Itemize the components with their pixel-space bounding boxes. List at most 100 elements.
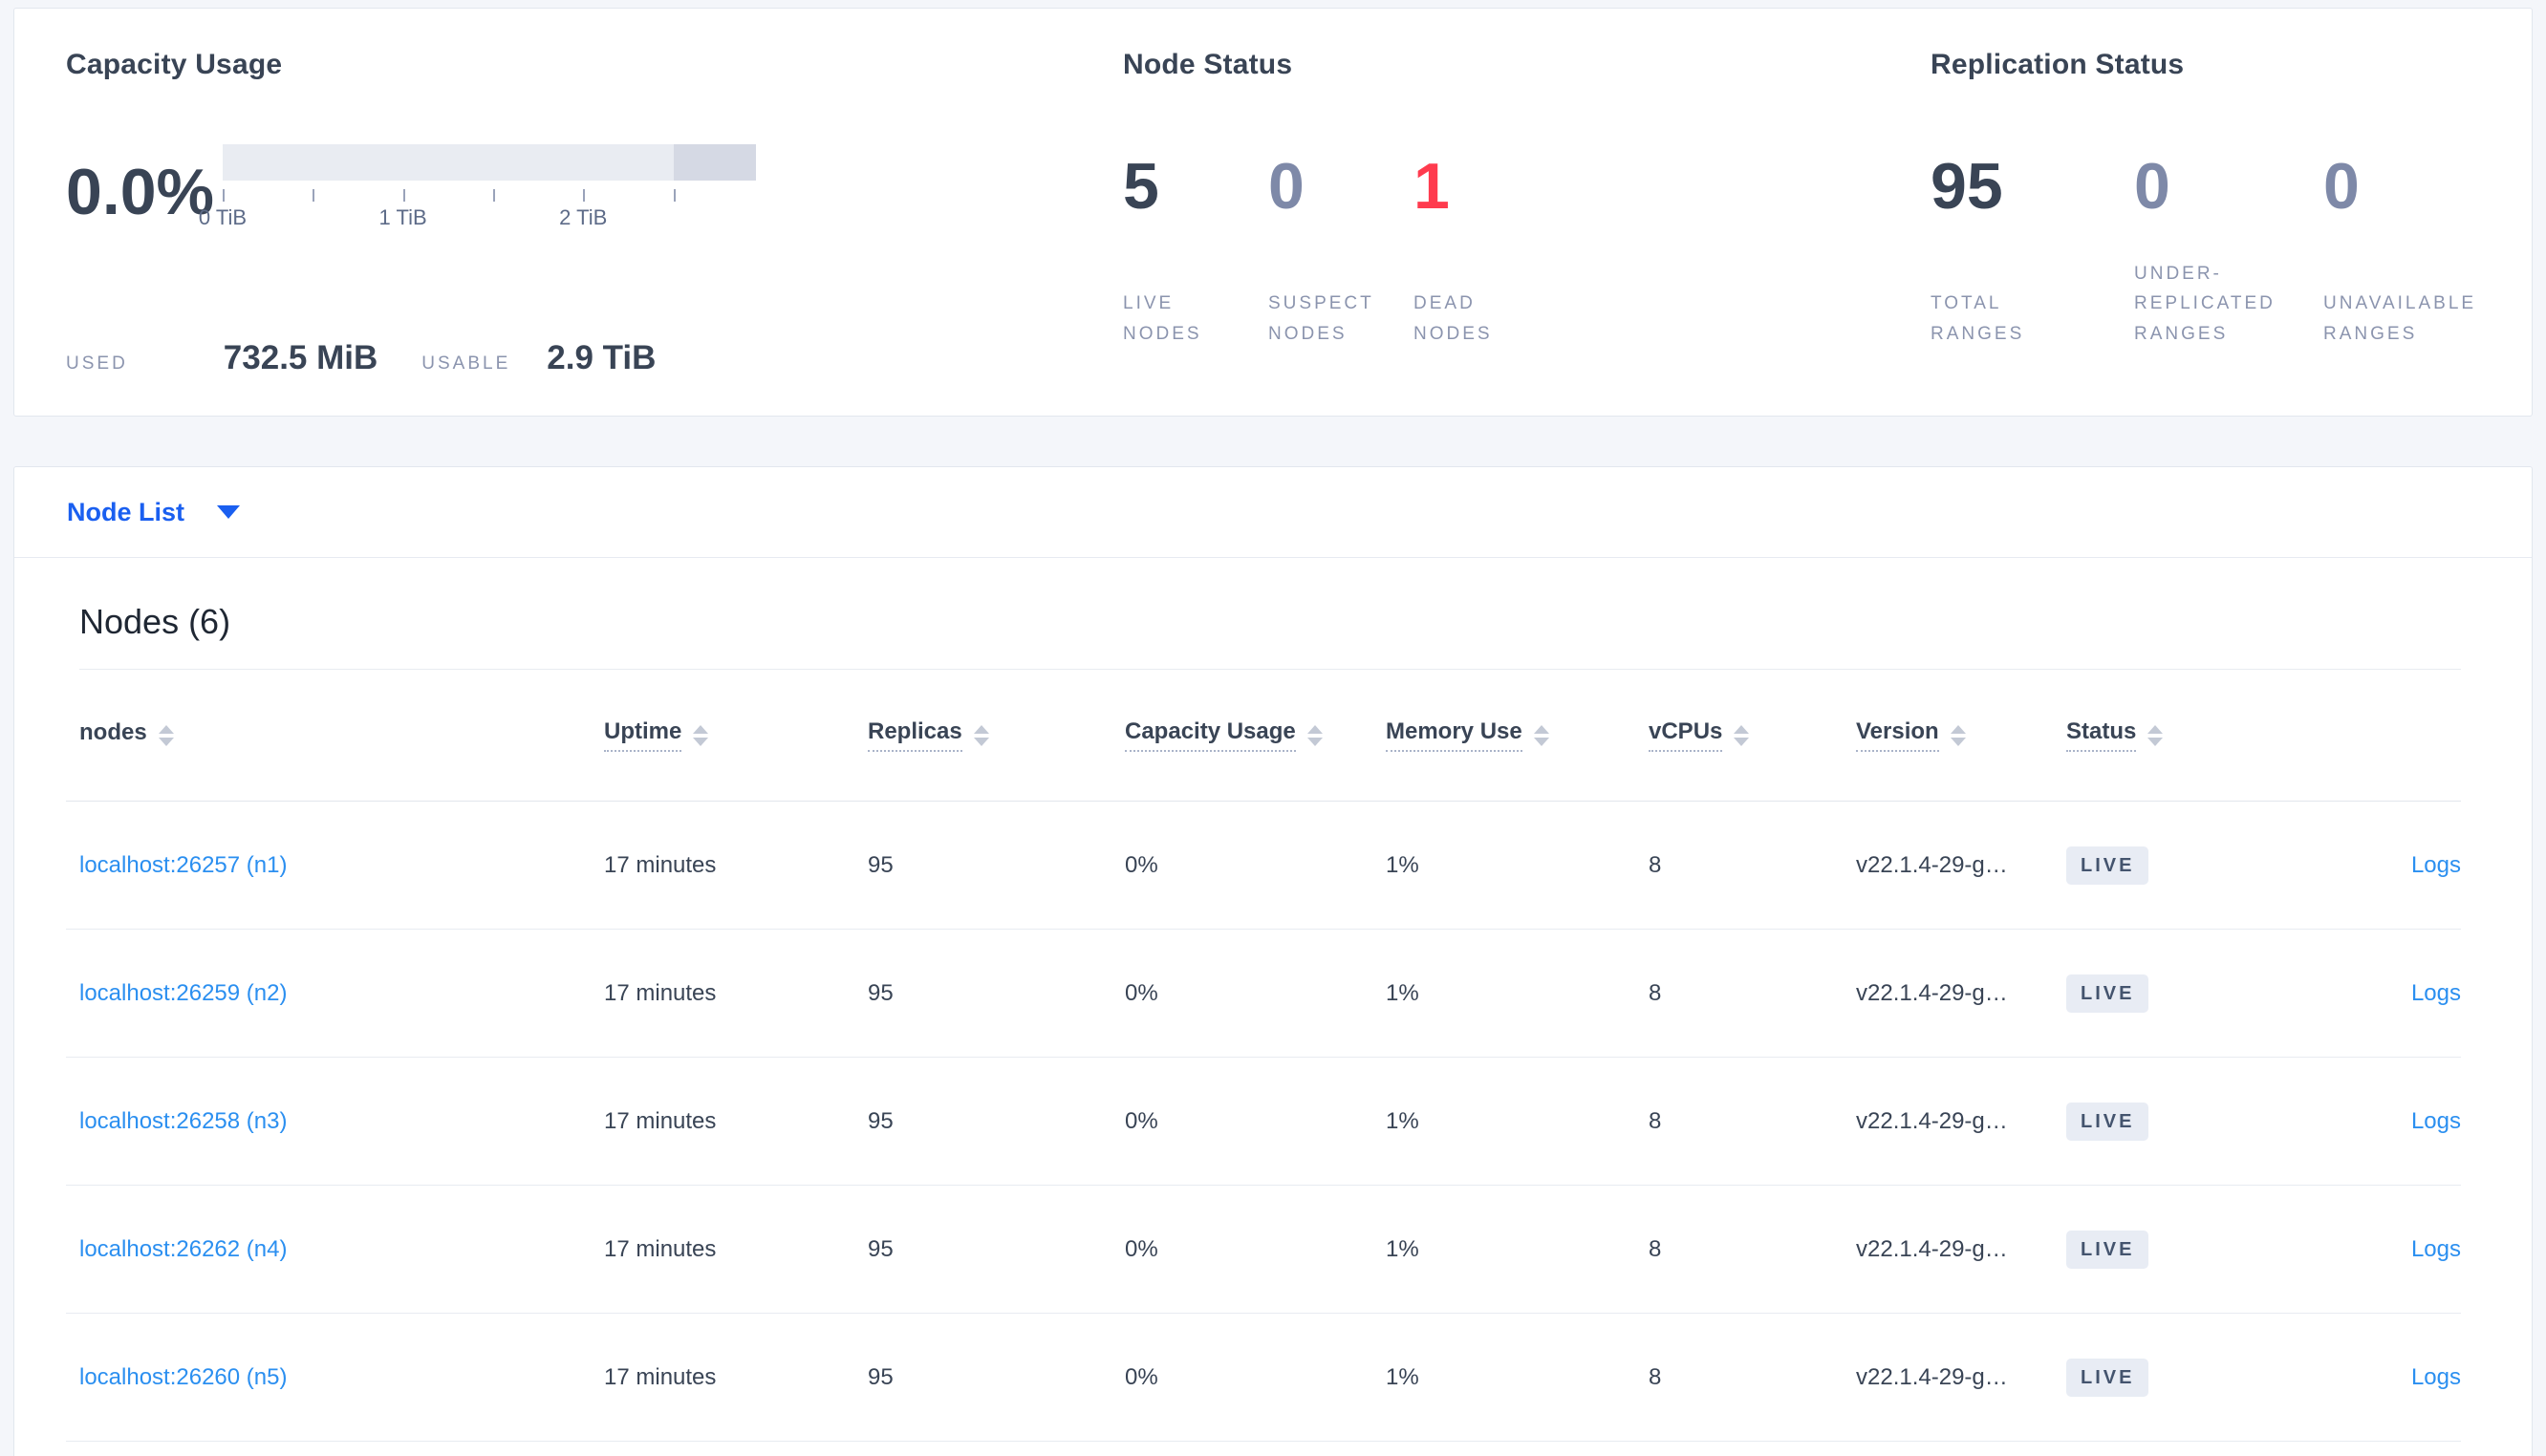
vcpus-cell: 8 <box>1649 1107 1662 1134</box>
sort-icon <box>1734 724 1750 746</box>
gauge-label-1tib: 1 TiB <box>378 205 427 229</box>
uptime-cell: 17 minutes <box>604 979 717 1006</box>
sort-icon <box>2147 724 2164 746</box>
logs-link[interactable]: Logs <box>2410 851 2461 878</box>
replication-status-stats: 95 TOTAL RANGES 0 UNDER- REPLICATED RANG… <box>1931 127 2532 374</box>
column-header-replicas[interactable]: Replicas <box>868 718 1125 752</box>
sort-icon <box>158 724 174 746</box>
column-header-label: Capacity Usage <box>1125 718 1296 752</box>
column-header-label: Uptime <box>604 718 682 752</box>
nodes-table-body: localhost:26257 (n1) 17 minutes 95 0% 1%… <box>66 802 2461 1442</box>
node-address-link[interactable]: localhost:26257 (n1) <box>79 851 288 878</box>
version-cell: v22.1.4-29-g… <box>1856 1363 2008 1390</box>
node-address-cell: localhost:26257 (n1) <box>79 852 604 879</box>
dead-nodes-label: DEAD NODES <box>1413 293 1493 344</box>
memory-use-cell: 1% <box>1386 1107 1419 1134</box>
node-list-header: Node List <box>14 467 2532 558</box>
gauge-tick <box>583 189 586 202</box>
status-cell: LIVE <box>2066 1358 2289 1397</box>
column-header-status[interactable]: Status <box>2066 718 2289 752</box>
logs-cell: Logs <box>2289 1364 2461 1391</box>
total-ranges-label: TOTAL RANGES <box>1931 293 2025 344</box>
column-header-label: Replicas <box>868 718 962 752</box>
column-header-uptime[interactable]: Uptime <box>604 718 868 752</box>
logs-link[interactable]: Logs <box>2410 1107 2461 1134</box>
logs-link[interactable]: Logs <box>2410 979 2461 1006</box>
memory-use-cell: 1% <box>1386 1363 1419 1390</box>
node-address-link[interactable]: localhost:26260 (n5) <box>79 1363 288 1390</box>
capacity-gauge: 0 TiB 1 TiB 2 TiB <box>199 144 756 234</box>
sort-icon <box>1950 724 1966 746</box>
node-status-section: Node Status 5 LIVE NODES 0 SUSPECT NODES… <box>1123 49 1931 416</box>
node-address-cell: localhost:26260 (n5) <box>79 1364 604 1391</box>
node-address-link[interactable]: localhost:26262 (n4) <box>79 1235 288 1262</box>
logs-link[interactable]: Logs <box>2410 1235 2461 1262</box>
uptime-cell: 17 minutes <box>604 1363 717 1390</box>
capacity-usage-title: Capacity Usage <box>66 49 283 80</box>
status-cell: LIVE <box>2066 1230 2289 1269</box>
sort-icon <box>693 724 709 746</box>
gauge-tick <box>223 189 225 202</box>
column-header-version[interactable]: Version <box>1856 718 2066 752</box>
capacity-usage-cell: 0% <box>1125 851 1158 878</box>
status-badge: LIVE <box>2066 1358 2149 1397</box>
logs-cell: Logs <box>2289 1236 2461 1263</box>
node-status-stats: 5 LIVE NODES 0 SUSPECT NODES 1 DEAD NODE… <box>1123 127 1931 374</box>
column-header-nodes[interactable]: nodes <box>79 719 604 751</box>
replicas-cell: 95 <box>868 851 894 878</box>
replicas-cell: 95 <box>868 1363 894 1390</box>
replicas-cell: 95 <box>868 1235 894 1262</box>
gauge-tick <box>492 189 495 202</box>
capacity-totals-row: USED 732.5 MiB USABLE 2.9 TiB <box>66 339 1123 377</box>
table-row: localhost:26258 (n3) 17 minutes 95 0% 1%… <box>66 1058 2461 1186</box>
live-nodes-value: 5 <box>1123 150 1159 223</box>
column-header-label: Memory Use <box>1386 718 1522 752</box>
column-header-memory-use[interactable]: Memory Use <box>1386 718 1649 752</box>
capacity-gauge-bar <box>223 144 756 181</box>
table-row: localhost:26257 (n1) 17 minutes 95 0% 1%… <box>66 802 2461 930</box>
sort-icon <box>1533 724 1549 746</box>
capacity-gauge-row: 0.0% 0 TiB 1 TiB 2 TiB <box>66 144 1123 234</box>
status-cell: LIVE <box>2066 974 2289 1013</box>
unavailable-ranges-value: 0 <box>2323 150 2360 223</box>
usable-label: USABLE <box>421 353 511 374</box>
node-status-title: Node Status <box>1123 49 1293 80</box>
uptime-cell: 17 minutes <box>604 851 717 878</box>
replicas-cell: 95 <box>868 979 894 1006</box>
table-row: localhost:26259 (n2) 17 minutes 95 0% 1%… <box>66 930 2461 1058</box>
vcpus-cell: 8 <box>1649 1235 1662 1262</box>
memory-use-cell: 1% <box>1386 979 1419 1006</box>
unavailable-ranges-label: UNAVAILABLE RANGES <box>2323 293 2477 344</box>
sort-icon <box>973 724 989 746</box>
capacity-usage-cell: 0% <box>1125 979 1158 1006</box>
vcpus-cell: 8 <box>1649 979 1662 1006</box>
node-address-link[interactable]: localhost:26258 (n3) <box>79 1107 288 1134</box>
node-address-link[interactable]: localhost:26259 (n2) <box>79 979 288 1006</box>
nodes-section: Nodes (6) nodes Uptime Replicas Capacity… <box>66 558 2461 1442</box>
memory-use-cell: 1% <box>1386 1235 1419 1262</box>
capacity-percent-value: 0.0% <box>66 156 214 228</box>
table-row: localhost:26260 (n5) 17 minutes 95 0% 1%… <box>66 1314 2461 1442</box>
column-header-capacity-usage[interactable]: Capacity Usage <box>1125 718 1386 752</box>
logs-cell: Logs <box>2289 1108 2461 1135</box>
node-address-cell: localhost:26259 (n2) <box>79 980 604 1007</box>
version-cell: v22.1.4-29-g… <box>1856 979 2008 1006</box>
uptime-cell: 17 minutes <box>604 1107 717 1134</box>
logs-link[interactable]: Logs <box>2410 1363 2461 1390</box>
node-list-view-dropdown[interactable]: Node List <box>67 497 241 527</box>
under-replicated-ranges-value: 0 <box>2134 150 2170 223</box>
used-value: 732.5 MiB <box>223 339 378 376</box>
logs-cell: Logs <box>2289 852 2461 879</box>
total-ranges-value: 95 <box>1931 150 2003 223</box>
status-badge: LIVE <box>2066 1230 2149 1269</box>
status-cell: LIVE <box>2066 846 2289 885</box>
total-ranges-stat: 95 TOTAL RANGES <box>1931 127 2134 374</box>
used-label: USED <box>66 353 128 374</box>
node-list-card: Node List Nodes (6) nodes Uptime Replica… <box>13 466 2533 1456</box>
node-list-dropdown-label: Node List <box>67 497 185 526</box>
suspect-nodes-value: 0 <box>1268 150 1305 223</box>
unavailable-ranges-stat: 0 UNAVAILABLE RANGES <box>2323 127 2524 374</box>
version-cell: v22.1.4-29-g… <box>1856 1235 2008 1262</box>
column-header-vcpus[interactable]: vCPUs <box>1649 718 1856 752</box>
version-cell: v22.1.4-29-g… <box>1856 1107 2008 1134</box>
